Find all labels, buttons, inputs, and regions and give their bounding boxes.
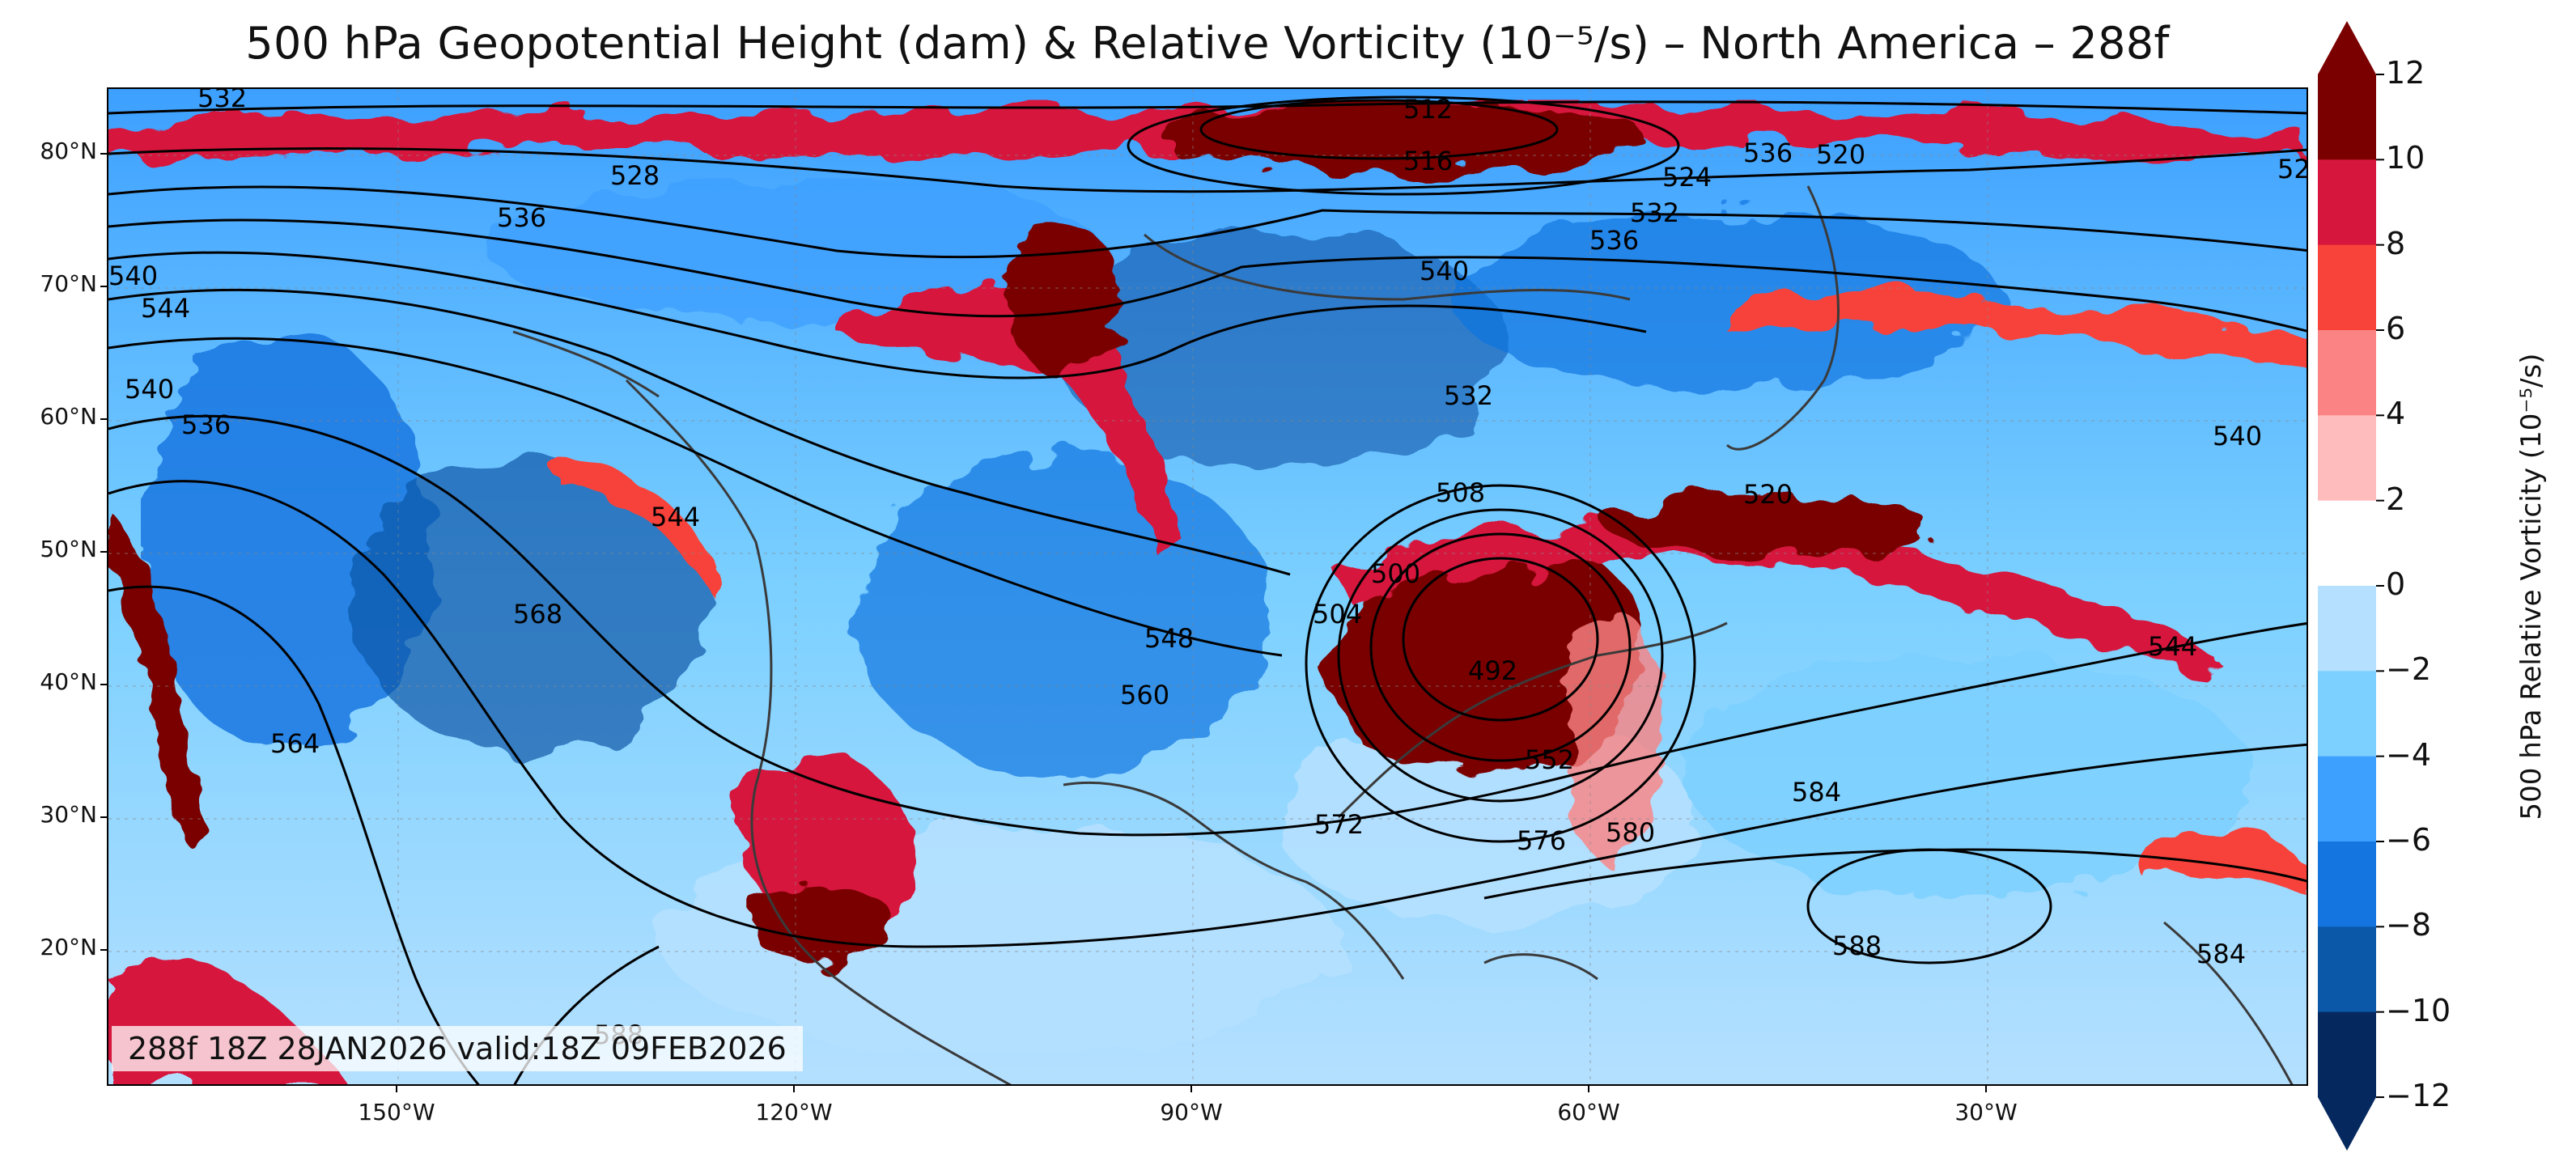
- colorbar-tick-label: −4: [2386, 736, 2432, 773]
- colorbar-segment: [2318, 671, 2376, 757]
- colorbar-segment: [2318, 841, 2376, 927]
- contour-label: 500: [1371, 558, 1420, 589]
- contour-label: 552: [1525, 744, 1574, 775]
- coastlines: [512, 185, 2294, 1084]
- contour-label: 580: [1606, 817, 1655, 848]
- contour-label: 504: [1313, 599, 1362, 630]
- contour-label: 544: [141, 293, 190, 324]
- colorbar-tick-label: −12: [2386, 1078, 2451, 1113]
- colorbar-tick-label: 4: [2386, 396, 2406, 432]
- contour-label: 576: [1517, 825, 1566, 856]
- colorbar-segment: [2318, 926, 2376, 1013]
- run-valid-stamp: 288f 18Z 28JAN2026 valid:18Z 09FEB2026: [112, 1026, 803, 1071]
- lon-label-90w: 90°W: [1160, 1099, 1223, 1125]
- contour-label: 536: [497, 202, 546, 233]
- colorbar-tick-label: −8: [2386, 907, 2432, 943]
- contour-label: 508: [1436, 477, 1485, 508]
- contour-label: 532: [1444, 380, 1493, 411]
- contour-label: 548: [1144, 623, 1194, 654]
- colorbar-tick-label: 0: [2386, 566, 2406, 602]
- colorbar-segment: [2318, 1011, 2376, 1098]
- colorbar-tick-label: 2: [2386, 481, 2406, 517]
- contour-label: 584: [2196, 939, 2246, 969]
- contour-label: 536: [1743, 138, 1793, 168]
- colorbar-segment: [2318, 415, 2376, 502]
- lon-label-60w: 60°W: [1557, 1099, 1620, 1125]
- contour-label: 564: [270, 728, 320, 759]
- contour-label: 524: [1662, 162, 1712, 193]
- lat-label-20n: 20°N: [40, 934, 97, 960]
- colorbar-segment: [2318, 586, 2376, 672]
- contour-label: 544: [651, 502, 700, 532]
- colorbar-tick-label: 6: [2386, 311, 2406, 346]
- contour-label: 520: [1743, 479, 1793, 510]
- colorbar-tick-label: 10: [2386, 140, 2425, 176]
- colorbar-tick-label: −2: [2386, 651, 2432, 688]
- vorticity-height-map: 532 528 536 540 544 536 540 536 512 516 …: [108, 89, 2308, 1084]
- contour-label: 540: [2213, 421, 2262, 451]
- colorbar-segment: [2318, 756, 2376, 842]
- contour-label: 520: [2277, 154, 2308, 184]
- lat-label-80n: 80°N: [40, 138, 97, 164]
- contour-label: 584: [1792, 777, 1841, 808]
- lon-label-150w: 150°W: [358, 1099, 435, 1125]
- colorbar-extend-min: [2318, 1097, 2376, 1151]
- lon-label-30w: 30°W: [1954, 1099, 2018, 1125]
- contour-label: 528: [610, 160, 660, 191]
- colorbar-segment: [2318, 74, 2376, 160]
- lon-label-120w: 120°W: [755, 1099, 833, 1125]
- negative-vorticity-areas: [141, 178, 2253, 1052]
- contour-label: 492: [1468, 655, 1517, 686]
- colorbar-label: 500 hPa Relative Vorticity (10⁻⁵/s): [2515, 353, 2548, 820]
- contour-label: 540: [108, 261, 158, 291]
- lat-label-50n: 50°N: [40, 536, 97, 562]
- contour-label: 532: [197, 89, 247, 113]
- contour-label-layer: 532 528 536 540 544 536 540 536 512 516 …: [108, 89, 2308, 1050]
- colorbar-segment: [2318, 500, 2376, 587]
- contour-label: 532: [1630, 197, 1679, 228]
- colorbar-tick-label: −6: [2386, 822, 2432, 858]
- contour-label: 588: [1832, 930, 1882, 961]
- colorbar-extend-max: [2318, 21, 2376, 74]
- colorbar-tick-label: 8: [2386, 225, 2406, 261]
- colorbar-tick-label: 12: [2386, 55, 2425, 91]
- contour-label: 568: [513, 599, 562, 630]
- contour-label: 512: [1403, 94, 1453, 125]
- colorbar-segment: [2318, 330, 2376, 416]
- contour-label: 520: [1816, 139, 1865, 170]
- contour-label: 516: [1403, 146, 1453, 176]
- colorbar-tick-label: −10: [2386, 992, 2451, 1028]
- contour-label: 560: [1120, 680, 1169, 710]
- lat-label-30n: 30°N: [40, 801, 97, 828]
- contour-label: 540: [125, 374, 174, 405]
- contour-label: 544: [2148, 631, 2197, 662]
- contour-label: 536: [1589, 225, 1639, 256]
- lat-label-70n: 70°N: [40, 270, 97, 297]
- colorbar-segments: [2318, 74, 2376, 1098]
- map-title: 500 hPa Geopotential Height (dam) & Rela…: [245, 18, 2170, 69]
- contour-label: 536: [181, 409, 231, 440]
- colorbar-segment: [2318, 159, 2376, 246]
- contour-label: 540: [1420, 256, 1469, 286]
- lat-label-60n: 60°N: [40, 403, 97, 430]
- contour-label: 572: [1314, 809, 1364, 840]
- lat-label-40n: 40°N: [40, 668, 97, 695]
- map-panel[interactable]: 532 528 536 540 544 536 540 536 512 516 …: [107, 87, 2308, 1086]
- height-contours: [108, 95, 2307, 1084]
- colorbar-segment: [2318, 244, 2376, 331]
